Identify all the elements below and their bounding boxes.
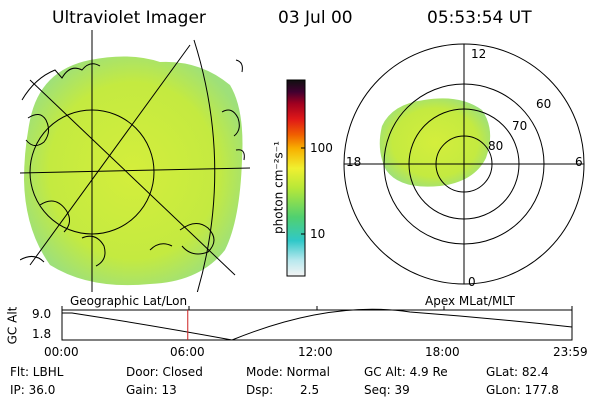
timeline-xtick-1200: 12:00 <box>298 345 333 359</box>
colorbar <box>286 79 306 277</box>
polar-plot <box>343 43 585 285</box>
info-door: Door: Closed <box>126 365 203 379</box>
mlt-label-18: 18 <box>346 155 362 169</box>
info-flt: Flt: LBHL <box>10 365 64 379</box>
info-seq: Seq: 39 <box>364 383 410 397</box>
info-mode: Mode: Normal <box>246 365 330 379</box>
info-glat: GLat: 82.4 <box>486 365 549 379</box>
info-dsp-value: 2.5 <box>300 383 320 397</box>
colorbar-tick-100: 100 <box>310 141 333 155</box>
mlt-label-6: 6 <box>575 155 583 169</box>
geographic-label: Geographic Lat/Lon <box>70 294 188 308</box>
lat-label-60: 60 <box>536 97 552 111</box>
apex-label: Apex MLat/MLT <box>425 294 515 308</box>
info-ip: IP: 36.0 <box>10 383 56 397</box>
timeline-xtick-0600: 06:00 <box>170 345 205 359</box>
info-gain: Gain: 13 <box>126 383 177 397</box>
timeline-ytick-1.8: 1.8 <box>32 327 52 341</box>
info-dsp-label: Dsp: <box>246 383 274 397</box>
date: 03 Jul 00 <box>278 8 353 28</box>
timeline-xtick-2359: 23:59 <box>553 345 588 359</box>
colorbar-tick-10: 10 <box>310 227 326 241</box>
timeline-plot <box>61 306 573 341</box>
time: 05:53:54 UT <box>427 8 532 28</box>
timeline-xtick-1800: 18:00 <box>425 345 460 359</box>
timeline-ylabel: GC Alt <box>5 306 20 345</box>
timeline-xtick-0000: 00:00 <box>44 345 79 359</box>
timeline-ytick-9: 9.0 <box>32 307 52 321</box>
colorbar-label: photon cm⁻²s⁻¹ <box>271 141 286 234</box>
lat-label-80: 80 <box>488 139 504 153</box>
info-glon: GLon: 177.8 <box>486 383 559 397</box>
info-gc-alt: GC Alt: 4.9 Re <box>364 365 448 379</box>
title: Ultraviolet Imager <box>52 8 206 28</box>
geographic-image <box>20 30 251 292</box>
mlt-label-0: 0 <box>468 275 476 289</box>
mlt-label-12: 12 <box>471 47 487 61</box>
lat-label-70: 70 <box>512 119 528 133</box>
